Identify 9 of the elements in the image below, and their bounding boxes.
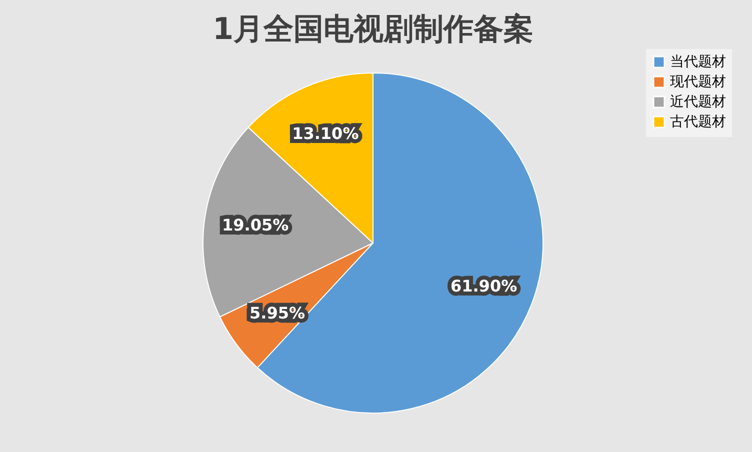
legend-label: 古代题材 [670, 114, 726, 130]
legend-label: 现代题材 [670, 74, 726, 90]
data-label: 19.05% [222, 215, 289, 234]
data-label: 61.90% [450, 276, 518, 296]
chart-title: 1月全国电视剧制作备案 [212, 12, 534, 47]
legend-label: 当代题材 [670, 54, 726, 70]
data-label: 5.95% [250, 304, 306, 323]
data-label: 13.10% [292, 124, 359, 143]
legend-label: 近代题材 [670, 94, 726, 110]
